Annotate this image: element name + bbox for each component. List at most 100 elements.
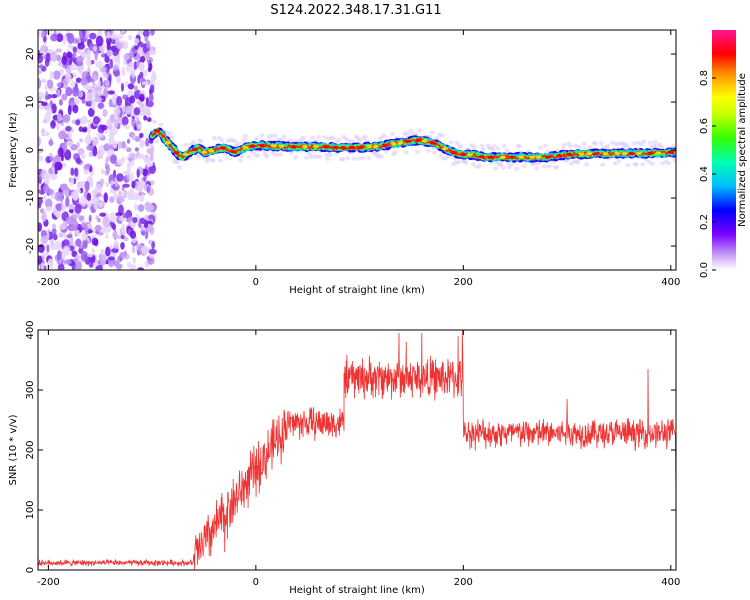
noise-blob (144, 35, 149, 43)
noise-blob (91, 98, 96, 110)
trace-peak (441, 147, 448, 151)
noise-blob (146, 40, 151, 49)
noise-blob (51, 166, 55, 176)
noise-blob (46, 244, 50, 253)
trace-peak (208, 149, 215, 153)
trace-halo (448, 140, 454, 145)
noise-blob (101, 226, 107, 234)
trace-halo (414, 149, 420, 154)
trace-halo (567, 144, 573, 149)
x-tick-label: 200 (454, 277, 473, 288)
noise-blob (61, 93, 68, 101)
y-tick-label: -20 (25, 238, 36, 254)
noise-blob (132, 256, 137, 264)
trace-halo (183, 142, 189, 147)
x-tick-label: 400 (661, 577, 680, 588)
noise-blob (95, 35, 104, 47)
noise-blob (107, 256, 115, 261)
trace-halo (584, 162, 590, 167)
noise-blob (84, 96, 92, 102)
noise-blob (49, 71, 54, 80)
trace-halo (546, 164, 552, 169)
noise-blob (109, 114, 117, 123)
trace-halo (231, 139, 237, 143)
trace-halo (281, 134, 287, 139)
noise-blob (143, 115, 148, 121)
trace-halo (408, 128, 414, 133)
noise-blob (70, 144, 78, 151)
noise-blob (108, 98, 113, 108)
trace-halo (575, 160, 581, 165)
noise-blob (49, 138, 53, 147)
noise-blob (70, 167, 75, 176)
noise-blob (95, 60, 104, 69)
noise-blob (89, 32, 97, 40)
noise-blob (134, 147, 139, 152)
noise-blob (58, 130, 67, 140)
noise-blob (111, 248, 119, 253)
trace-halo (554, 165, 560, 169)
noise-blob (131, 180, 136, 189)
noise-blob (145, 157, 151, 165)
noise-blob (78, 126, 84, 132)
noise-blob (116, 42, 124, 50)
noise-blob (42, 131, 51, 137)
noise-blob (137, 123, 142, 130)
noise-blob (126, 138, 131, 144)
colorbar-tick-label: 0.0 (699, 262, 710, 278)
noise-blob (94, 86, 103, 92)
noise-blob (110, 180, 115, 185)
noise-blob (65, 196, 70, 207)
noise-blob (57, 263, 65, 270)
trace-halo (360, 155, 365, 160)
noise-blob (45, 206, 52, 212)
noise-blob (123, 170, 130, 176)
noise-blob (113, 107, 121, 116)
noise-blob (100, 168, 105, 175)
noise-blob (57, 113, 63, 122)
noise-blob (68, 209, 75, 214)
noise-blob (99, 178, 105, 185)
noise-blob (113, 69, 121, 78)
trace-halo (653, 143, 659, 148)
noise-blob (80, 251, 89, 262)
noise-blob (87, 119, 93, 125)
colorbar-gradient (712, 30, 736, 270)
trace-peak (270, 144, 277, 148)
trace-halo (269, 133, 275, 138)
colorbar-tick-label: 0.8 (699, 70, 710, 86)
noise-blob (134, 136, 141, 142)
noise-blob (65, 125, 72, 132)
trace-halo (322, 135, 328, 140)
colorbar: 0.0 0.2 0.4 0.6 0.8 Normalized spectral ampl… (699, 30, 748, 278)
trace-halo (331, 136, 337, 141)
noise-blob (115, 212, 123, 217)
snr-y-label: SNR (10 * v/v) (8, 414, 19, 485)
noise-blob (131, 69, 135, 79)
noise-blob (41, 30, 45, 39)
trace-peak (154, 129, 161, 133)
noise-blob (130, 159, 135, 167)
trace-halo (504, 148, 510, 153)
noise-blob (102, 71, 108, 79)
trace-peak (415, 138, 422, 142)
noise-blob (105, 233, 109, 240)
noise-blob (126, 190, 133, 197)
noise-blob (147, 117, 152, 123)
snr-y-ticks: 0 100 200 300 400 (25, 320, 676, 573)
snr-frame (37, 329, 677, 571)
noise-blob (90, 198, 95, 205)
snr-series-line (38, 330, 676, 570)
noise-blob (131, 134, 136, 141)
trace-halo (647, 140, 653, 145)
trace-halo (154, 139, 160, 144)
noise-blob (142, 69, 148, 77)
noise-blob (63, 259, 72, 265)
trace-peak (164, 141, 171, 145)
spectrogram-y-label: Frequency (Hz) (8, 112, 19, 188)
trace-halo (455, 160, 461, 165)
trace-halo (561, 142, 567, 147)
trace-halo (346, 139, 352, 144)
noise-blob (117, 141, 122, 149)
noise-blob (92, 188, 98, 196)
